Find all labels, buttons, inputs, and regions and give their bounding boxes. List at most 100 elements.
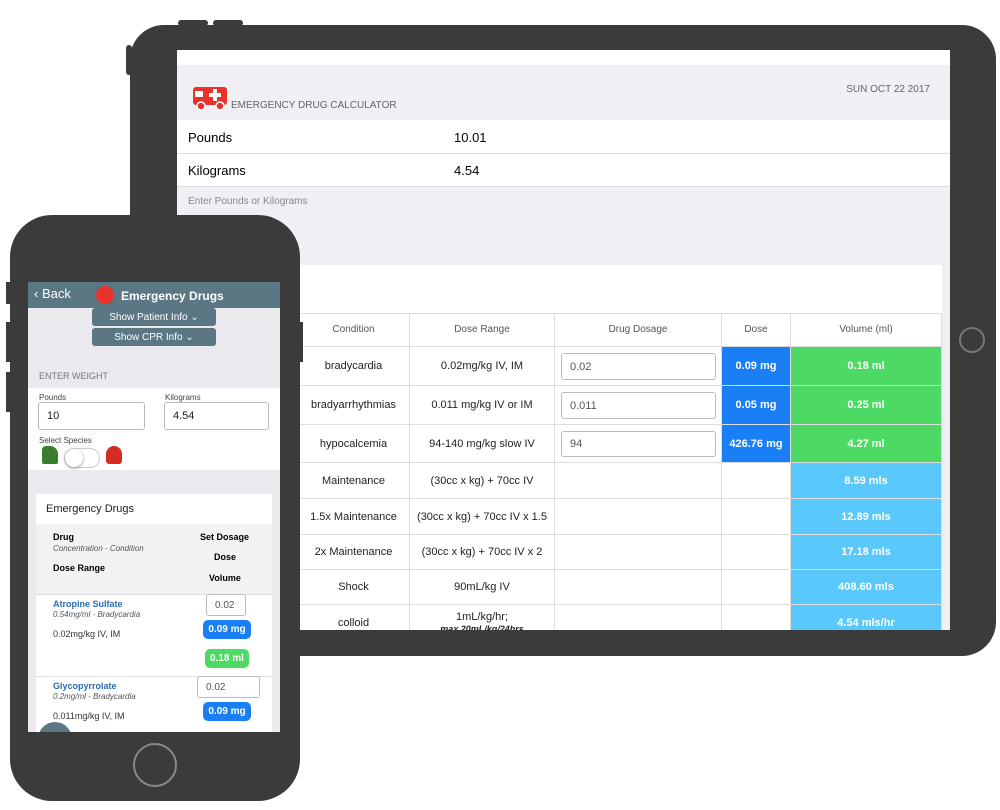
cpr-info-button[interactable]: Show CPR Info ⌄	[92, 328, 216, 346]
column-header: Dose Range	[410, 313, 555, 347]
field-label: Kilograms	[165, 393, 201, 402]
dose-pill: 0.09 mg	[203, 702, 251, 721]
floating-button[interactable]	[38, 722, 72, 732]
dosage-cell	[555, 499, 722, 535]
tablet-button	[126, 45, 132, 75]
divider	[177, 153, 950, 154]
dosage-input[interactable]: 0.02	[561, 353, 716, 380]
drug-card: Emergency Drugs Drug Concentration - Con…	[36, 494, 272, 732]
home-button[interactable]	[133, 743, 177, 787]
volume: 408.60 mls	[791, 570, 942, 605]
dose	[722, 605, 791, 630]
phone-screen: ‹ Back Emergency Drugs Show Patient Info…	[28, 282, 280, 732]
condition: bradycardia	[298, 347, 410, 386]
button-label[interactable]: Show CPR Info	[114, 331, 183, 343]
divider	[177, 313, 942, 314]
back-button[interactable]: ‹ Back	[34, 286, 71, 301]
dose: 0.09 mg	[722, 347, 791, 386]
volume: 17.18 mls	[791, 535, 942, 570]
dose-range: 90mL/kg IV	[410, 570, 555, 605]
hint: Enter Pounds or Kilograms	[188, 196, 308, 207]
dose-pill: 0.09 mg	[203, 620, 251, 639]
dosage-cell	[555, 425, 722, 463]
dosage-cell	[555, 605, 722, 630]
drug-dose-range: 0.011mg/kg IV, IM	[53, 711, 125, 721]
dose-range: 1mL/kg/hr;	[456, 611, 508, 623]
volume: 0.25 ml	[791, 386, 942, 425]
dose-range-note: max 20mL/kg/24hrs	[440, 624, 524, 630]
field-label: Pounds	[188, 130, 233, 145]
section-heading: ENTER WEIGHT	[39, 371, 108, 381]
dose-range: 0.011 mg/kg IV or IM	[410, 386, 555, 425]
field-label: Select Species	[39, 436, 92, 445]
phone-button	[6, 322, 11, 362]
header-label: Dose Range	[53, 563, 106, 573]
column-header: Condition	[298, 313, 410, 347]
dose	[722, 463, 791, 499]
condition: 2x Maintenance	[298, 535, 410, 570]
dose: 0.05 mg	[722, 386, 791, 425]
dose-range: 0.02mg/kg IV, IM	[410, 347, 555, 386]
home-button[interactable]	[959, 327, 985, 353]
dose-range: 94-140 mg/kg slow IV	[410, 425, 555, 463]
dosage-cell	[555, 535, 722, 570]
dose-range: 1mL/kg/hr; max 20mL/kg/24hrs	[410, 605, 555, 630]
tablet-button	[178, 20, 208, 26]
button-label[interactable]: Show Patient Info	[109, 311, 188, 323]
card-header: Drug Concentration - Condition Dose Rang…	[36, 524, 272, 594]
header-label: Set Dosage	[200, 532, 250, 542]
dosage-input[interactable]: 0.02	[197, 676, 260, 698]
nav-bar: ‹ Back Emergency Drugs	[28, 282, 280, 308]
drug-concentration: 0.54mg/ml - Bradycardia	[53, 610, 141, 619]
patient-info-button[interactable]: Show Patient Info ⌄	[92, 308, 216, 326]
phone-button	[6, 372, 11, 412]
divider	[36, 676, 272, 677]
header-label: Drug	[53, 532, 74, 542]
kilograms-input[interactable]: 4.54	[164, 402, 269, 430]
status-bar	[177, 50, 950, 65]
dose-range: (30cc x kg) + 70cc IV	[410, 463, 555, 499]
species-toggle[interactable]	[64, 448, 100, 468]
drug-dose-range: 0.02mg/kg IV, IM	[53, 629, 121, 639]
header-label: Volume	[209, 573, 241, 583]
column-header: Volume (ml)	[791, 313, 942, 347]
dose-range: (30cc x kg) + 70cc IV x 2	[410, 535, 555, 570]
app-title: EMERGENCY DRUG CALCULATOR	[231, 100, 397, 111]
condition: Maintenance	[298, 463, 410, 499]
back-label[interactable]: Back	[41, 286, 71, 301]
dosage-cell	[555, 570, 722, 605]
date: SUN OCT 22 2017	[846, 84, 930, 95]
drug-name[interactable]: Atropine Sulfate	[53, 599, 123, 609]
field-value[interactable]: 4.54	[454, 163, 480, 178]
weight-panel: Pounds 10 Kilograms 4.54 Select Species	[28, 388, 280, 470]
field-label: Pounds	[39, 393, 67, 402]
dosage-input[interactable]: 0.011	[561, 392, 716, 419]
condition: colloid	[298, 605, 410, 630]
drug-name[interactable]: Glycopyrrolate	[53, 681, 117, 691]
column-header: Drug Dosage	[555, 313, 722, 347]
dosage-input[interactable]: 94	[561, 431, 716, 457]
dose: 426.76 mg	[722, 425, 791, 463]
ambulance-icon	[193, 87, 227, 111]
cat-icon	[106, 446, 122, 464]
field-value[interactable]: 10.01	[454, 130, 487, 145]
volume: 12.89 mls	[791, 499, 942, 535]
field-label: Kilograms	[188, 163, 246, 178]
drug-concentration: 0.2mg/ml - Bradycardia	[53, 692, 136, 701]
volume: 0.18 ml	[791, 347, 942, 386]
nav-title: Emergency Drugs	[121, 289, 224, 303]
phone-button	[298, 322, 303, 362]
dosage-cell	[555, 463, 722, 499]
dose-range: (30cc x kg) + 70cc IV x 1.5	[410, 499, 555, 535]
condition: Shock	[298, 570, 410, 605]
volume: 4.54 mls/hr	[791, 605, 942, 630]
pounds-input[interactable]: 10	[38, 402, 145, 430]
divider	[177, 186, 950, 187]
divider	[36, 594, 272, 595]
header-label: Dose	[214, 552, 237, 562]
dosage-input[interactable]: 0.02	[206, 594, 246, 616]
weight-panel: Pounds 10.01 Kilograms 4.54	[177, 120, 950, 187]
tablet-button	[213, 20, 243, 26]
tablet-screen: EMERGENCY DRUG CALCULATOR SUN OCT 22 201…	[177, 50, 950, 630]
condition: bradyarrhythmias	[298, 386, 410, 425]
